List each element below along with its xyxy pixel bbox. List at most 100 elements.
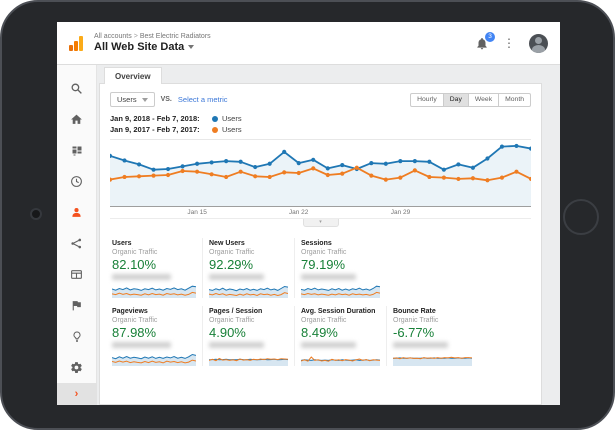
kebab-menu-button[interactable]: ⋮ <box>503 36 515 50</box>
card-sparkline <box>301 352 380 366</box>
sidebar-item-audience[interactable] <box>57 197 97 228</box>
card-sparkline <box>209 352 288 366</box>
sidebar-collapse-button[interactable]: › <box>57 383 97 405</box>
user-avatar[interactable] <box>529 33 548 53</box>
chart-x-axis: Jan 15 Jan 22 Jan 29 <box>110 206 531 218</box>
card-sparkline <box>209 284 288 298</box>
card-blurred-values <box>209 274 265 280</box>
granularity-month-button[interactable]: Month <box>499 92 531 107</box>
metric-cards-row-2: Pageviews Organic Traffic 87.98% Pages / Se… <box>110 306 531 366</box>
metric-controls: Users VS. Select a metric Hourly Day Week M… <box>110 92 531 107</box>
card-sparkline <box>393 352 472 366</box>
acquisition-share-icon <box>71 238 82 249</box>
chart-collapse-handle[interactable]: ▾ <box>302 219 339 227</box>
chart-plot-area[interactable] <box>110 140 531 206</box>
person-icon <box>72 208 81 217</box>
vs-label: VS. <box>160 96 172 103</box>
tablet-camera <box>30 208 42 220</box>
card-blurred-values <box>209 342 265 348</box>
sidebar-item-customization[interactable] <box>57 135 97 166</box>
app-header: All accounts > Best Electric Radiators All… <box>57 22 560 65</box>
legend-dot-icon <box>212 126 218 133</box>
card-percent-value: 79.19% <box>301 257 346 272</box>
card-sparkline <box>112 284 196 298</box>
timeseries-chart: Jan 15 Jan 22 Jan 29 ▾ <box>110 139 531 228</box>
google-analytics-logo-icon[interactable] <box>69 35 85 51</box>
card-percent-value: -6.77% <box>393 325 435 340</box>
granularity-day-button[interactable]: Day <box>443 92 469 107</box>
sidebar-item-behavior[interactable] <box>57 259 97 290</box>
behavior-browser-icon <box>71 270 82 279</box>
legend-series-label: Users <box>222 125 242 134</box>
lightbulb-icon <box>73 331 80 342</box>
sidebar-item-home[interactable] <box>57 104 97 135</box>
card-segment-label: Organic Traffic <box>209 317 255 324</box>
breadcrumb[interactable]: All accounts > Best Electric Radiators <box>94 33 211 40</box>
metric-card-pageviews[interactable]: Pageviews Organic Traffic 87.98% <box>110 306 198 366</box>
card-segment-label: Organic Traffic <box>301 249 347 256</box>
metric-card-bounce-rate[interactable]: Bounce Rate Organic Traffic -6.77% <box>386 306 474 366</box>
tablet-home-button[interactable] <box>563 199 599 235</box>
x-axis-tick-label: Jan 15 <box>187 209 207 216</box>
metric-card-sessions[interactable]: Sessions Organic Traffic 79.19% <box>294 238 382 298</box>
card-title: Pageviews <box>112 308 148 315</box>
search-icon <box>71 83 82 94</box>
legend-date-range: Jan 9, 2017 - Feb 7, 2017: <box>110 125 200 134</box>
clock-icon <box>71 176 82 187</box>
legend-series-label: Users <box>222 114 242 123</box>
logo-bar-medium <box>74 41 78 51</box>
left-nav-sidebar: › <box>57 65 97 405</box>
tab-overview[interactable]: Overview <box>104 67 162 84</box>
card-segment-label: Organic Traffic <box>393 317 439 324</box>
card-blurred-values <box>301 274 357 280</box>
select-metric-link[interactable]: Select a metric <box>177 95 228 104</box>
chevron-down-icon <box>141 97 148 102</box>
card-sparkline <box>112 352 196 366</box>
sidebar-item-realtime[interactable] <box>57 166 97 197</box>
breadcrumb-account[interactable]: Best Electric Radiators <box>139 33 211 40</box>
granularity-hourly-button[interactable]: Hourly <box>410 92 444 107</box>
card-percent-value: 82.10% <box>112 257 157 272</box>
home-icon <box>71 114 82 124</box>
legend-row: Jan 9, 2017 - Feb 7, 2017: Users <box>110 125 531 134</box>
property-selector[interactable]: All Web Site Data <box>94 41 211 53</box>
avatar-head <box>535 36 542 44</box>
logo-bar-small <box>69 45 73 51</box>
gear-icon <box>71 362 82 373</box>
card-title: Users <box>112 240 132 247</box>
breadcrumb-separator: > <box>133 33 138 40</box>
card-title: Bounce Rate <box>393 308 436 315</box>
metric-card-users[interactable]: Users Organic Traffic 82.10% <box>110 238 198 298</box>
analytics-app-screen: All accounts > Best Electric Radiators All… <box>57 22 560 405</box>
granularity-week-button[interactable]: Week <box>468 92 500 107</box>
sidebar-item-conversions[interactable] <box>57 290 97 321</box>
metric-card-new-users[interactable]: New Users Organic Traffic 92.29% <box>202 238 290 298</box>
bell-icon <box>477 37 487 49</box>
metric-card-pages-session[interactable]: Pages / Session Organic Traffic 4.90% <box>202 306 290 366</box>
overview-panel: Users VS. Select a metric Hourly Day Week M… <box>99 83 542 405</box>
card-segment-label: Organic Traffic <box>112 249 158 256</box>
x-axis-tick-label: Jan 29 <box>390 209 411 216</box>
card-segment-label: Organic Traffic <box>209 249 255 256</box>
card-percent-value: 92.29% <box>209 257 254 272</box>
metric-dropdown[interactable]: Users <box>110 92 155 107</box>
sidebar-item-search[interactable] <box>57 73 97 104</box>
sidebar-item-admin[interactable] <box>57 352 97 383</box>
card-blurred-values <box>393 342 449 348</box>
legend-dot-icon <box>212 115 218 122</box>
logo-bar-tall <box>79 36 83 51</box>
card-segment-label: Organic Traffic <box>301 317 347 324</box>
metric-dropdown-label: Users <box>117 95 137 104</box>
breadcrumb-all-accounts[interactable]: All accounts <box>94 33 132 40</box>
page-title: All Web Site Data <box>94 41 185 53</box>
legend-row: Jan 9, 2018 - Feb 7, 2018: Users <box>110 114 531 123</box>
sidebar-item-discover[interactable] <box>57 321 97 352</box>
sidebar-item-acquisition[interactable] <box>57 228 97 259</box>
card-title: Pages / Session <box>209 308 263 315</box>
avatar-body <box>532 44 545 53</box>
card-percent-value: 4.90% <box>209 325 246 340</box>
notifications-button[interactable]: 3 <box>475 31 495 51</box>
notification-badge: 3 <box>485 31 495 42</box>
metric-card-avg-session-duration[interactable]: Avg. Session Duration Organic Traffic 8.49… <box>294 306 382 366</box>
